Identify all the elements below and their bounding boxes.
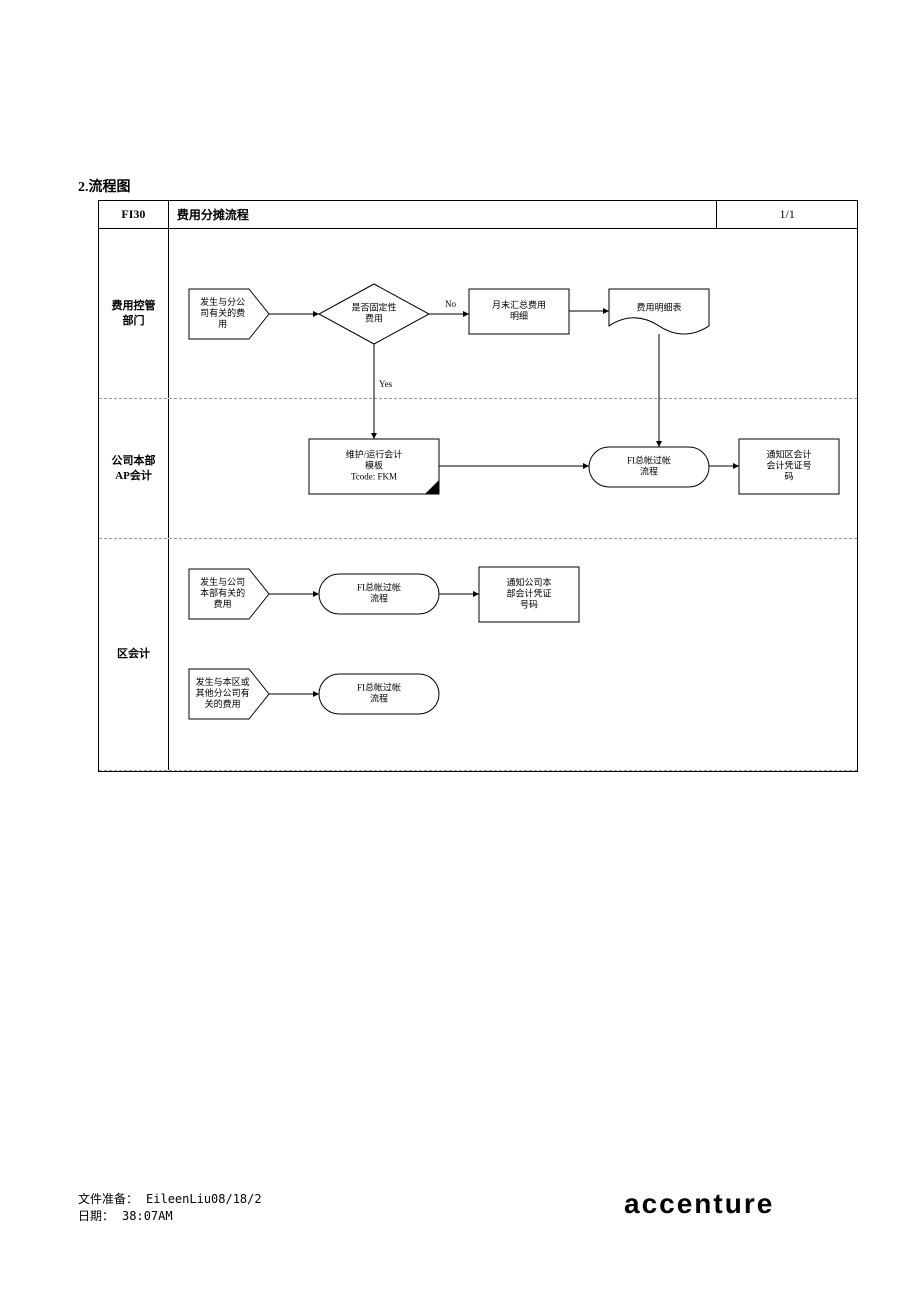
svg-text:司有关的费: 司有关的费 [200, 307, 245, 318]
node-n1: 发生与分公司有关的费用 [189, 289, 269, 339]
svg-text:流程: 流程 [370, 593, 388, 604]
svg-text:流程: 流程 [370, 693, 388, 704]
svg-text:费用: 费用 [365, 313, 383, 324]
svg-text:模板: 模板 [365, 460, 383, 471]
node-n7: 通知区会计会计凭证号码 [739, 439, 839, 494]
footer-label: 日期： [78, 1207, 114, 1224]
node-n2: 是否固定性费用 [319, 284, 429, 344]
lane-cost-control: 费用控管部门发生与分公司有关的费用是否固定性费用月末汇总费用明细费用明细表No [99, 229, 857, 399]
svg-text:发生与分公: 发生与分公 [200, 296, 245, 307]
section-title: 2.流程图 [78, 176, 131, 196]
svg-text:费用: 费用 [214, 598, 232, 609]
svg-text:关的费用: 关的费用 [205, 698, 241, 709]
footer: 文件准备： EileenLiu08/18/2 日期： 38:07AM [78, 1190, 262, 1224]
footer-value: 38:07AM [122, 1209, 173, 1223]
node-n9: FI总帐过帐流程 [319, 574, 439, 614]
svg-text:流程: 流程 [640, 466, 658, 477]
lane-body: 维护/运行会计模板Tcode: FKMFI总帐过帐流程通知区会计会计凭证号码 [169, 399, 857, 538]
header-code: FI30 [99, 201, 169, 228]
lane-canvas: 发生与分公司有关的费用是否固定性费用月末汇总费用明细费用明细表No [169, 229, 859, 399]
svg-text:会计凭证号: 会计凭证号 [766, 460, 811, 471]
svg-text:其他分公司有: 其他分公司有 [196, 687, 250, 698]
node-n4: 费用明细表 [609, 289, 709, 334]
svg-text:码: 码 [784, 472, 793, 482]
svg-text:通知区会计: 通知区会计 [766, 449, 811, 460]
node-n11: 发生与本区或其他分公司有关的费用 [189, 669, 269, 719]
lane-body: 发生与公司本部有关的费用FI总帐过帐流程通知公司本部会计凭证号码发生与本区或其他… [169, 539, 857, 770]
svg-text:是否固定性: 是否固定性 [351, 302, 396, 313]
svg-text:用: 用 [218, 319, 227, 329]
footer-row: 文件准备： EileenLiu08/18/2 [78, 1190, 262, 1207]
svg-text:月末汇总费用: 月末汇总费用 [492, 299, 546, 310]
svg-text:号码: 号码 [520, 600, 538, 610]
lane-label: 费用控管部门 [99, 229, 169, 398]
header-title: 费用分摊流程 [169, 201, 718, 228]
svg-text:通知公司本: 通知公司本 [506, 577, 551, 588]
node-n12: FI总帐过帐流程 [319, 674, 439, 714]
svg-text:本部有关的: 本部有关的 [200, 587, 245, 598]
svg-text:No: No [445, 299, 456, 309]
svg-text:部会计凭证: 部会计凭证 [506, 588, 551, 599]
node-n8: 发生与公司本部有关的费用 [189, 569, 269, 619]
svg-text:FI总帐过帐: FI总帐过帐 [627, 455, 671, 466]
lane-label: 公司本部AP会计 [99, 399, 169, 538]
node-n3: 月末汇总费用明细 [469, 289, 569, 334]
lane-hq-ap: 公司本部AP会计维护/运行会计模板Tcode: FKMFI总帐过帐流程通知区会计… [99, 399, 857, 539]
flowchart-header: FI30费用分摊流程1/1 [99, 201, 857, 229]
svg-text:FI总帐过帐: FI总帐过帐 [357, 582, 401, 593]
lane-body: 发生与分公司有关的费用是否固定性费用月末汇总费用明细费用明细表No [169, 229, 857, 398]
brand-logo: accenture [624, 1188, 774, 1220]
lane-canvas: 维护/运行会计模板Tcode: FKMFI总帐过帐流程通知区会计会计凭证号码 [169, 399, 859, 539]
lane-district: 区会计发生与公司本部有关的费用FI总帐过帐流程通知公司本部会计凭证号码发生与本区… [99, 539, 857, 771]
footer-label: 文件准备： [78, 1190, 138, 1207]
lane-label: 区会计 [99, 539, 169, 770]
svg-text:维护/运行会计: 维护/运行会计 [346, 449, 403, 460]
svg-text:明细: 明细 [510, 310, 528, 321]
flowchart-frame: FI30费用分摊流程1/1费用控管部门发生与分公司有关的费用是否固定性费用月末汇… [98, 200, 858, 772]
node-n6: FI总帐过帐流程 [589, 447, 709, 487]
node-n5: 维护/运行会计模板Tcode: FKM [309, 439, 439, 494]
lane-canvas: 发生与公司本部有关的费用FI总帐过帐流程通知公司本部会计凭证号码发生与本区或其他… [169, 539, 859, 771]
svg-text:发生与本区或: 发生与本区或 [196, 676, 250, 687]
svg-text:FI总帐过帐: FI总帐过帐 [357, 682, 401, 693]
svg-text:Tcode: FKM: Tcode: FKM [351, 472, 397, 482]
svg-text:发生与公司: 发生与公司 [200, 576, 245, 587]
svg-text:费用明细表: 费用明细表 [636, 302, 681, 313]
node-n10: 通知公司本部会计凭证号码 [479, 567, 579, 622]
footer-row: 日期： 38:07AM [78, 1207, 262, 1224]
footer-value: EileenLiu08/18/2 [146, 1192, 262, 1206]
header-page: 1/1 [717, 201, 857, 228]
